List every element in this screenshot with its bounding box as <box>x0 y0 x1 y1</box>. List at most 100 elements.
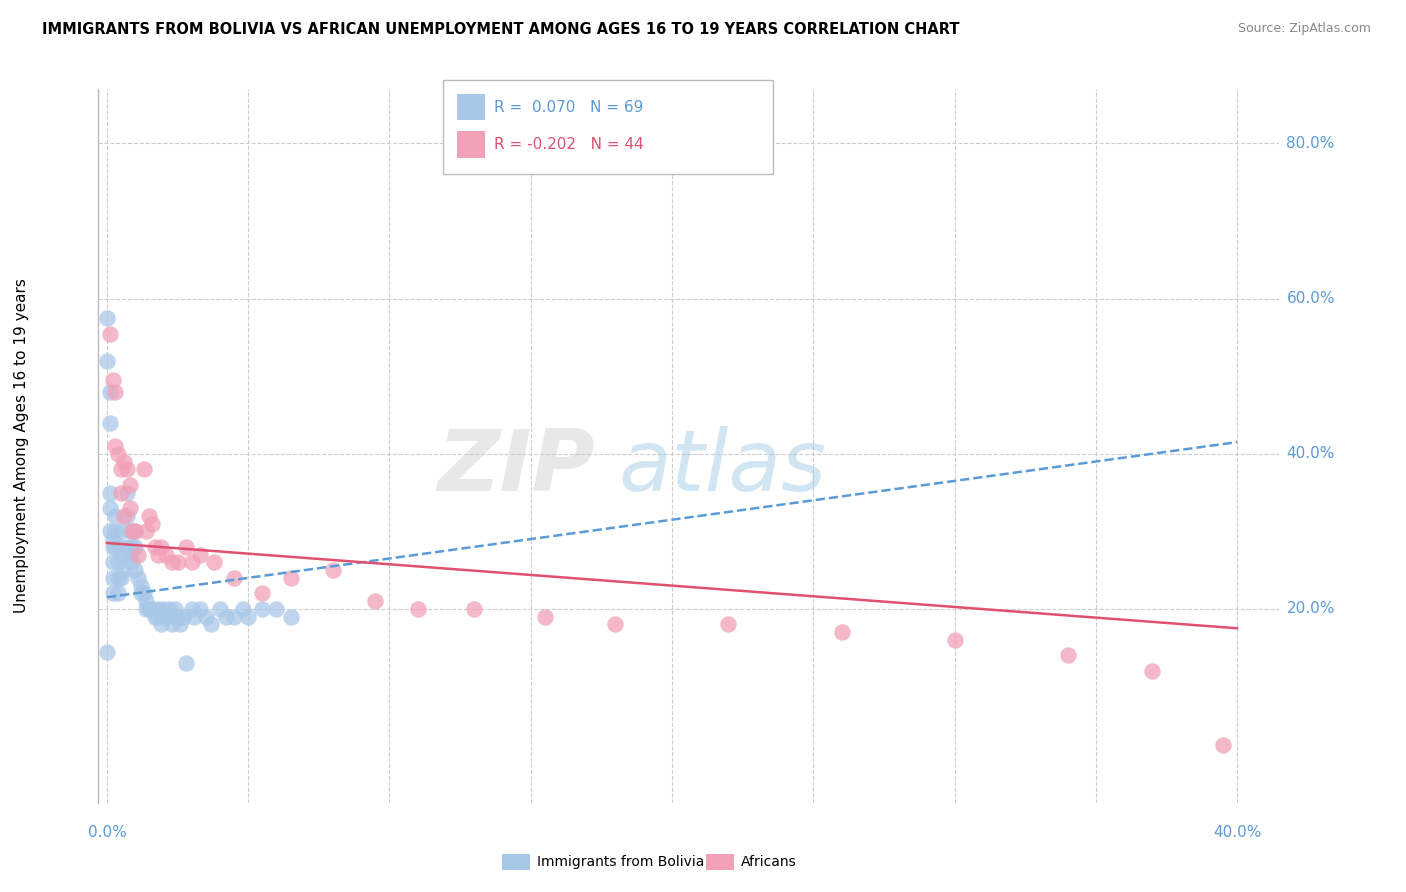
Point <box>101 532 124 546</box>
Point <box>183 609 205 624</box>
Point <box>96 311 118 326</box>
Text: Immigrants from Bolivia: Immigrants from Bolivia <box>537 855 704 869</box>
Point <box>364 594 387 608</box>
Point <box>101 586 124 600</box>
Text: Unemployment Among Ages 16 to 19 years: Unemployment Among Ages 16 to 19 years <box>14 278 28 614</box>
Point <box>155 548 177 562</box>
Point <box>121 524 143 539</box>
Point <box>118 501 141 516</box>
Point <box>98 416 121 430</box>
Point <box>118 477 141 491</box>
Point <box>138 602 160 616</box>
Point <box>115 485 138 500</box>
Point <box>118 548 141 562</box>
Point <box>135 602 157 616</box>
Point <box>149 540 172 554</box>
Point <box>101 373 124 387</box>
Point <box>266 602 288 616</box>
Point <box>104 540 127 554</box>
Point <box>124 563 146 577</box>
Point <box>115 540 138 554</box>
Text: atlas: atlas <box>619 425 827 509</box>
Point <box>252 586 274 600</box>
Point <box>98 384 121 399</box>
Point <box>115 462 138 476</box>
Point <box>104 439 127 453</box>
Point <box>121 555 143 569</box>
Point <box>166 609 188 624</box>
Point <box>943 632 966 647</box>
Point <box>121 540 143 554</box>
Text: R = -0.202   N = 44: R = -0.202 N = 44 <box>494 137 644 152</box>
Point <box>463 602 485 616</box>
Point <box>104 508 127 523</box>
Point <box>112 563 135 577</box>
Point <box>110 485 132 500</box>
Point <box>152 602 174 616</box>
Point <box>605 617 627 632</box>
Text: Africans: Africans <box>741 855 797 869</box>
Point <box>149 617 172 632</box>
Point <box>138 508 160 523</box>
Text: 60.0%: 60.0% <box>1286 291 1334 306</box>
Point <box>124 524 146 539</box>
Point <box>118 524 141 539</box>
Point <box>129 586 152 600</box>
Point <box>1142 664 1164 678</box>
Point <box>406 602 429 616</box>
Point <box>202 555 225 569</box>
Point <box>194 609 217 624</box>
Point <box>101 540 124 554</box>
Point <box>104 384 127 399</box>
Point <box>112 548 135 562</box>
Point <box>124 540 146 554</box>
Point <box>208 602 231 616</box>
Point <box>98 501 121 516</box>
Point <box>214 609 236 624</box>
Point <box>127 571 149 585</box>
Point <box>831 625 853 640</box>
Point <box>238 609 260 624</box>
Point <box>231 602 253 616</box>
Point <box>160 617 183 632</box>
Point <box>146 609 169 624</box>
Point <box>107 571 129 585</box>
Point <box>160 555 183 569</box>
Point <box>157 602 180 616</box>
Point <box>200 617 222 632</box>
Point <box>534 609 557 624</box>
Point <box>1056 648 1078 663</box>
Point <box>101 555 124 569</box>
Point <box>98 326 121 341</box>
Point <box>222 571 245 585</box>
Point <box>252 602 274 616</box>
Text: IMMIGRANTS FROM BOLIVIA VS AFRICAN UNEMPLOYMENT AMONG AGES 16 TO 19 YEARS CORREL: IMMIGRANTS FROM BOLIVIA VS AFRICAN UNEMP… <box>42 22 960 37</box>
Point <box>132 586 155 600</box>
Point <box>146 548 169 562</box>
Point <box>141 516 163 531</box>
Point <box>107 586 129 600</box>
Point <box>124 524 146 539</box>
Point <box>107 447 129 461</box>
Point <box>101 571 124 585</box>
Point <box>155 609 177 624</box>
Text: 0.0%: 0.0% <box>87 825 127 840</box>
Text: 40.0%: 40.0% <box>1286 446 1334 461</box>
Text: 80.0%: 80.0% <box>1286 136 1334 151</box>
Point <box>110 462 132 476</box>
Point <box>180 602 202 616</box>
Point <box>222 609 245 624</box>
Point <box>110 524 132 539</box>
Point <box>115 508 138 523</box>
Point <box>166 555 188 569</box>
Text: Source: ZipAtlas.com: Source: ZipAtlas.com <box>1237 22 1371 36</box>
Point <box>143 609 166 624</box>
Point <box>174 540 197 554</box>
Point <box>112 508 135 523</box>
Point <box>135 524 157 539</box>
Point <box>110 571 132 585</box>
Point <box>188 602 211 616</box>
Point <box>322 563 344 577</box>
Point <box>96 353 118 368</box>
Point <box>104 524 127 539</box>
